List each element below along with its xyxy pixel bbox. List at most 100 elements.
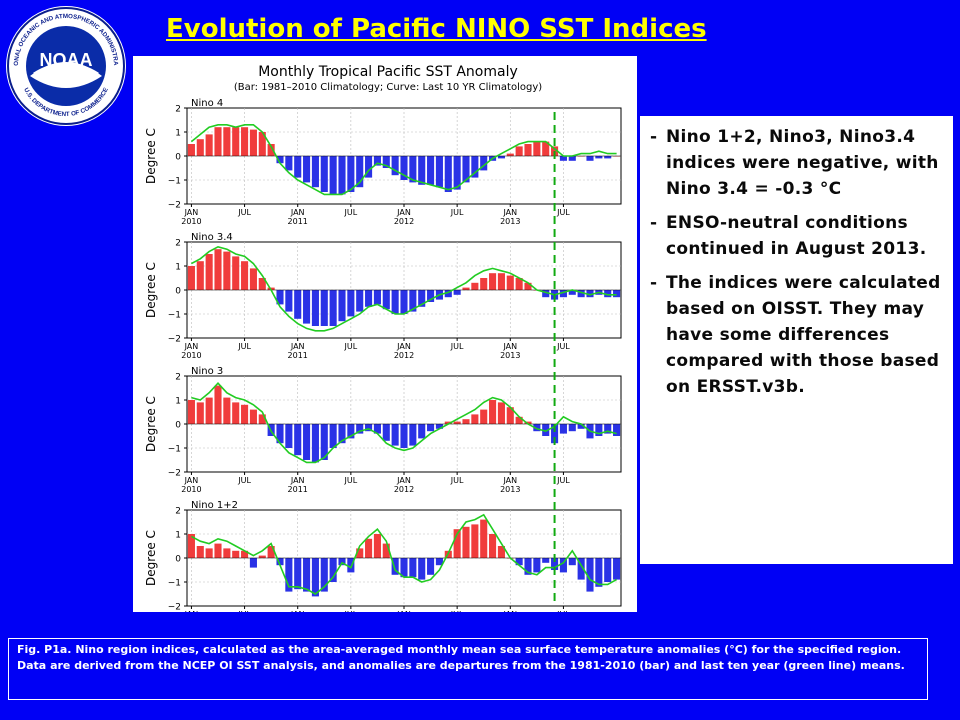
anomaly-bar	[391, 424, 399, 446]
climatology-curve	[191, 382, 617, 464]
anomaly-bar	[338, 156, 346, 195]
anomaly-bar	[427, 156, 435, 185]
y-tick-label: −2	[168, 335, 181, 345]
anomaly-bar	[338, 424, 346, 444]
x-tick-label: 2011	[288, 351, 308, 360]
anomaly-bar	[338, 558, 346, 566]
anomaly-bar	[480, 409, 488, 424]
x-tick-label: JUL	[344, 610, 358, 612]
anomaly-bar	[241, 550, 249, 558]
anomaly-bar	[365, 538, 373, 558]
anomaly-bar	[285, 558, 293, 592]
anomaly-bar	[223, 397, 231, 424]
anomaly-bar	[435, 156, 443, 188]
y-tick-label: 0	[175, 555, 181, 565]
anomaly-bar	[249, 268, 257, 290]
y-tick-label: 2	[175, 507, 181, 517]
anomaly-bar	[276, 424, 284, 444]
anomaly-bar	[453, 421, 461, 424]
anomaly-bar	[373, 534, 381, 558]
y-tick-label: 2	[175, 373, 181, 383]
anomaly-bar	[276, 290, 284, 305]
anomaly-bar	[604, 290, 612, 298]
anomaly-bar	[382, 156, 390, 168]
x-tick-label: JUL	[237, 342, 251, 351]
anomaly-bar	[232, 127, 240, 156]
anomaly-bar	[559, 290, 567, 298]
anomaly-bar	[613, 424, 621, 436]
anomaly-bar	[444, 290, 452, 298]
x-tick-label: JUL	[450, 342, 464, 351]
panel-label: Nino 3	[191, 366, 223, 377]
anomaly-bar	[595, 558, 603, 587]
anomaly-bar	[320, 424, 328, 460]
anomaly-bar	[489, 400, 497, 424]
x-tick-label: JAN	[396, 342, 411, 351]
anomaly-bar	[294, 424, 302, 456]
anomaly-bar	[214, 543, 222, 558]
anomaly-bar	[303, 156, 311, 183]
x-tick-label: JUL	[556, 208, 570, 217]
anomaly-bar	[604, 558, 612, 582]
y-tick-label: 1	[175, 531, 181, 541]
anomaly-bar	[329, 156, 337, 195]
anomaly-bar	[232, 256, 240, 290]
anomaly-bar	[303, 424, 311, 460]
anomaly-bar	[258, 555, 266, 558]
y-axis-label: Degree C	[144, 128, 158, 184]
x-tick-label: JAN	[184, 342, 199, 351]
y-tick-label: 0	[175, 153, 181, 163]
anomaly-bar	[356, 156, 364, 188]
anomaly-bar	[462, 526, 470, 558]
note-text: Nino 1+2, Nino3, Nino3.4 indices were ne…	[666, 127, 939, 199]
sst-anomaly-chart: Monthly Tropical Pacific SST Anomaly (Ba…	[144, 64, 622, 628]
anomaly-bar	[214, 127, 222, 156]
anomaly-bar	[365, 290, 373, 307]
anomaly-bar	[577, 558, 585, 580]
x-tick-label: JAN	[184, 208, 199, 217]
anomaly-bar	[258, 414, 266, 424]
y-tick-label: −1	[168, 579, 181, 589]
anomaly-bar	[205, 397, 213, 424]
figure-subtitle: (Bar: 1981–2010 Climatology; Curve: Last…	[234, 82, 542, 93]
x-tick-label: JAN	[502, 208, 517, 217]
anomaly-bar	[356, 424, 364, 434]
anomaly-bar	[187, 534, 195, 558]
y-tick-label: 1	[175, 263, 181, 273]
x-tick-label: JUL	[556, 342, 570, 351]
anomaly-bar	[249, 409, 257, 424]
anomaly-bar	[524, 282, 532, 290]
x-tick-label: 2012	[394, 217, 414, 226]
anomaly-bar	[276, 558, 284, 566]
climatology-curve	[190, 124, 617, 196]
anomaly-bar	[471, 156, 479, 178]
anomaly-bar	[294, 558, 302, 590]
anomaly-bar	[356, 548, 364, 558]
anomaly-bar	[285, 424, 293, 448]
anomaly-bar	[568, 156, 576, 161]
x-tick-label: JAN	[396, 208, 411, 217]
y-tick-label: 1	[175, 129, 181, 139]
anomaly-bar	[205, 134, 213, 156]
anomaly-bar	[427, 424, 435, 432]
x-tick-label: JUL	[237, 208, 251, 217]
anomaly-bar	[542, 290, 550, 298]
anomaly-bar	[320, 156, 328, 192]
x-tick-label: JAN	[290, 610, 305, 612]
figure-caption: Fig. P1a. Nino region indices, calculate…	[8, 638, 928, 700]
anomaly-bar	[409, 290, 417, 312]
anomaly-bar	[347, 424, 355, 439]
nino-panel: 210−1−2JAN2010JULJAN2011JULJAN2012JULJAN…	[144, 500, 622, 628]
anomaly-bar	[542, 558, 550, 563]
y-tick-label: 1	[175, 397, 181, 407]
anomaly-bar	[294, 290, 302, 319]
x-tick-label: 2010	[181, 485, 201, 494]
x-tick-label: JAN	[502, 610, 517, 612]
x-tick-label: JUL	[237, 610, 251, 612]
anomaly-bar	[533, 141, 541, 156]
anomaly-bar	[347, 156, 355, 192]
anomaly-bar	[382, 424, 390, 441]
anomaly-bar	[400, 290, 408, 314]
anomaly-bar	[285, 290, 293, 312]
